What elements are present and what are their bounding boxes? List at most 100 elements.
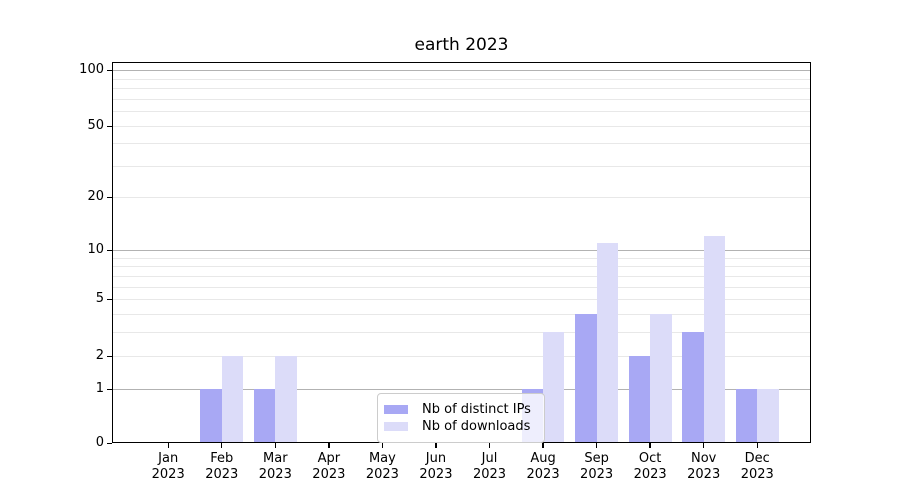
gridline-minor-80 bbox=[112, 88, 811, 90]
x-tick-label-mar: Mar 2023 bbox=[243, 451, 307, 483]
y-tick-label-100: 100 bbox=[79, 62, 104, 77]
x-tick-month: Jul bbox=[481, 451, 498, 466]
bar-downloads-feb bbox=[221, 356, 244, 443]
gridline-minor-70 bbox=[112, 98, 811, 100]
x-tick-label-aug: Aug 2023 bbox=[511, 451, 575, 483]
y-tick-label-0: 0 bbox=[95, 434, 104, 450]
x-tick-month: Sep bbox=[584, 451, 609, 466]
x-tick-label-oct: Oct 2023 bbox=[618, 451, 682, 483]
y-tick-label-2: 2 bbox=[95, 348, 104, 363]
plot-area: Nb of distinct IPs Nb of downloads bbox=[112, 62, 811, 443]
x-tick-year: 2023 bbox=[580, 467, 614, 482]
gridline-minor-30 bbox=[112, 165, 811, 167]
y-tick-mark-100 bbox=[107, 70, 112, 72]
x-tick-label-dec: Dec 2023 bbox=[725, 451, 789, 483]
gridline-minor-90 bbox=[112, 78, 811, 80]
x-tick-label-sep: Sep 2023 bbox=[565, 451, 629, 483]
gridlines-layer bbox=[112, 62, 811, 443]
x-tick-month: Aug bbox=[530, 451, 556, 466]
gridline-minor-6 bbox=[112, 286, 811, 288]
gridline-minor-50 bbox=[112, 126, 811, 127]
bar-distinct_ips-dec bbox=[735, 389, 758, 443]
legend-item-downloads: Nb of downloads bbox=[384, 418, 536, 434]
x-tick-month: Jun bbox=[425, 451, 447, 466]
x-tick-month: Mar bbox=[263, 451, 288, 466]
y-tick-label-20: 20 bbox=[87, 189, 104, 204]
x-tick-label-jul: Jul 2023 bbox=[458, 451, 522, 483]
x-tick-mark-oct bbox=[649, 443, 651, 448]
x-tick-label-apr: Apr 2023 bbox=[297, 451, 361, 483]
bar-downloads-nov bbox=[703, 236, 726, 443]
x-tick-month: May bbox=[368, 451, 396, 466]
y-tick-mark-5 bbox=[107, 299, 112, 301]
y-tick-label-1: 1 bbox=[95, 381, 104, 396]
x-tick-year: 2023 bbox=[312, 467, 346, 482]
legend-swatch-downloads bbox=[384, 421, 408, 431]
gridline-minor-2 bbox=[112, 356, 811, 357]
gridline-minor-8 bbox=[112, 266, 811, 268]
x-tick-mark-sep bbox=[595, 443, 598, 448]
gridline-minor-20 bbox=[112, 197, 811, 198]
y-tick-mark-50 bbox=[107, 126, 112, 128]
y-tick-mark-20 bbox=[107, 197, 112, 199]
x-tick-label-jun: Jun 2023 bbox=[404, 451, 468, 483]
x-tick-label-feb: Feb 2023 bbox=[190, 451, 254, 483]
x-tick-year: 2023 bbox=[740, 467, 774, 482]
gridline-minor-9 bbox=[112, 257, 811, 259]
bar-distinct_ips-nov bbox=[682, 332, 704, 443]
bar-downloads-mar bbox=[275, 356, 297, 443]
x-tick-month: Apr bbox=[317, 451, 341, 466]
x-tick-month: Oct bbox=[638, 451, 662, 466]
x-tick-mark-dec bbox=[756, 443, 758, 448]
gridline-major-100 bbox=[112, 70, 811, 71]
x-tick-year: 2023 bbox=[687, 467, 721, 482]
x-tick-year: 2023 bbox=[633, 467, 667, 482]
bar-distinct_ips-mar bbox=[253, 389, 276, 443]
x-tick-mark-may bbox=[381, 443, 384, 448]
y-tick-label-5: 5 bbox=[95, 291, 104, 306]
gridline-minor-7 bbox=[112, 275, 811, 277]
x-tick-year: 2023 bbox=[151, 467, 185, 482]
gridline-minor-60 bbox=[112, 111, 811, 113]
bars-layer bbox=[112, 62, 811, 443]
bar-distinct_ips-oct bbox=[628, 356, 651, 443]
bar-downloads-oct bbox=[650, 313, 672, 443]
x-tick-mark-mar bbox=[274, 443, 276, 448]
gridline-major-1 bbox=[112, 389, 811, 390]
legend: Nb of distinct IPs Nb of downloads bbox=[377, 393, 545, 443]
y-tick-mark-10 bbox=[107, 250, 112, 252]
gridline-major-10 bbox=[112, 250, 811, 251]
legend-label-downloads: Nb of downloads bbox=[422, 418, 531, 434]
x-tick-month: Dec bbox=[744, 451, 770, 466]
y-tick-label-50: 50 bbox=[87, 118, 104, 133]
x-tick-month: Nov bbox=[691, 451, 717, 466]
x-tick-mark-apr bbox=[328, 443, 330, 448]
x-tick-year: 2023 bbox=[258, 467, 292, 482]
y-tick-mark-2 bbox=[107, 356, 112, 358]
legend-swatch-distinct-ips bbox=[384, 404, 408, 414]
legend-item-distinct-ips: Nb of distinct IPs bbox=[384, 401, 536, 417]
bar-downloads-aug bbox=[543, 332, 565, 443]
bar-downloads-sep bbox=[596, 242, 618, 443]
bar-distinct_ips-feb bbox=[200, 389, 222, 443]
y-tick-mark-1 bbox=[107, 389, 112, 391]
x-tick-mark-jan bbox=[167, 443, 169, 448]
gridline-minor-5 bbox=[112, 299, 811, 300]
x-tick-label-nov: Nov 2023 bbox=[672, 451, 736, 483]
x-tick-mark-nov bbox=[703, 443, 705, 448]
legend-label-distinct-ips: Nb of distinct IPs bbox=[422, 401, 531, 417]
x-tick-year: 2023 bbox=[526, 467, 560, 482]
x-tick-year: 2023 bbox=[205, 467, 239, 482]
x-tick-month: Feb bbox=[210, 451, 234, 466]
x-tick-year: 2023 bbox=[365, 467, 399, 482]
x-tick-label-may: May 2023 bbox=[350, 451, 414, 483]
x-tick-mark-jul bbox=[488, 443, 491, 448]
x-tick-label-jan: Jan 2023 bbox=[136, 451, 200, 483]
x-tick-month: Jan bbox=[158, 451, 179, 466]
x-tick-year: 2023 bbox=[472, 467, 507, 482]
bar-distinct_ips-sep bbox=[575, 313, 597, 443]
x-tick-mark-jun bbox=[435, 443, 437, 448]
chart-title: earth 2023 bbox=[414, 35, 509, 55]
x-tick-mark-feb bbox=[221, 443, 223, 448]
